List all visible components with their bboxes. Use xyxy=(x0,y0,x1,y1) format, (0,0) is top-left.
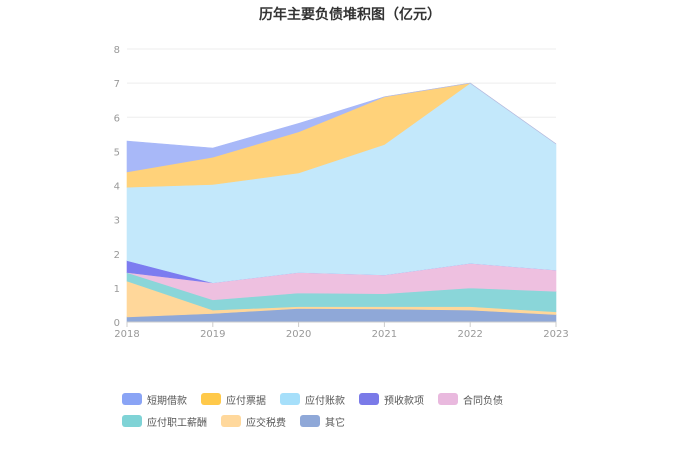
legend-item[interactable]: 其它 xyxy=(300,414,345,429)
legend-item[interactable]: 短期借款 xyxy=(122,392,187,407)
x-tick-label: 2019 xyxy=(200,329,225,340)
x-tick-label: 2023 xyxy=(543,329,568,340)
x-tick-label: 2022 xyxy=(457,329,482,340)
legend-label: 短期借款 xyxy=(147,395,187,407)
legend-label: 应付票据 xyxy=(226,395,266,407)
y-tick-label: 5 xyxy=(114,147,120,158)
x-tick-label: 2021 xyxy=(372,329,397,340)
legend-swatch xyxy=(201,393,221,405)
legend-swatch xyxy=(122,415,142,427)
legend-swatch xyxy=(359,393,379,405)
legend-label: 应付账款 xyxy=(305,395,345,407)
legend-item[interactable]: 应付职工薪酬 xyxy=(122,414,207,429)
x-axis: 2018 2019 2020 2021 2022 2023 xyxy=(114,321,569,340)
legend-label: 预收款项 xyxy=(384,395,424,407)
y-tick-label: 3 xyxy=(114,216,120,227)
y-tick-label: 8 xyxy=(114,45,120,56)
legend-swatch xyxy=(438,393,458,405)
legend-item[interactable]: 预收款项 xyxy=(359,392,424,407)
legend-item[interactable]: 合同负债 xyxy=(438,392,503,407)
y-tick-label: 4 xyxy=(114,182,120,193)
legend-label: 应交税费 xyxy=(246,417,286,429)
y-tick-label: 1 xyxy=(114,284,120,295)
area-series xyxy=(126,82,557,323)
y-tick-label: 0 xyxy=(114,318,120,329)
legend-label: 应付职工薪酬 xyxy=(147,417,207,429)
y-tick-label: 2 xyxy=(114,250,120,261)
y-tick-label: 7 xyxy=(114,79,120,90)
legend-label: 合同负债 xyxy=(463,395,503,407)
legend-swatch xyxy=(221,415,241,427)
legend: 短期借款 应付票据 应付账款 预收款项 合同负债应付职工薪酬 应交税费 其它 xyxy=(122,392,592,429)
legend-item[interactable]: 应交税费 xyxy=(221,414,286,429)
legend-item[interactable]: 应付票据 xyxy=(201,392,266,407)
legend-item[interactable]: 应付账款 xyxy=(280,392,345,407)
area-series-短期借款 xyxy=(126,82,557,173)
legend-label: 其它 xyxy=(325,417,345,429)
legend-swatch xyxy=(300,415,320,427)
x-tick-label: 2020 xyxy=(286,329,311,340)
y-axis-ticks: 0 1 2 3 4 5 6 7 8 xyxy=(114,45,120,329)
y-tick-label: 6 xyxy=(114,113,120,124)
legend-swatch xyxy=(122,393,142,405)
x-tick-label: 2018 xyxy=(114,329,139,340)
legend-swatch xyxy=(280,393,300,405)
chart-title: 历年主要负债堆积图（亿元） xyxy=(259,7,441,23)
